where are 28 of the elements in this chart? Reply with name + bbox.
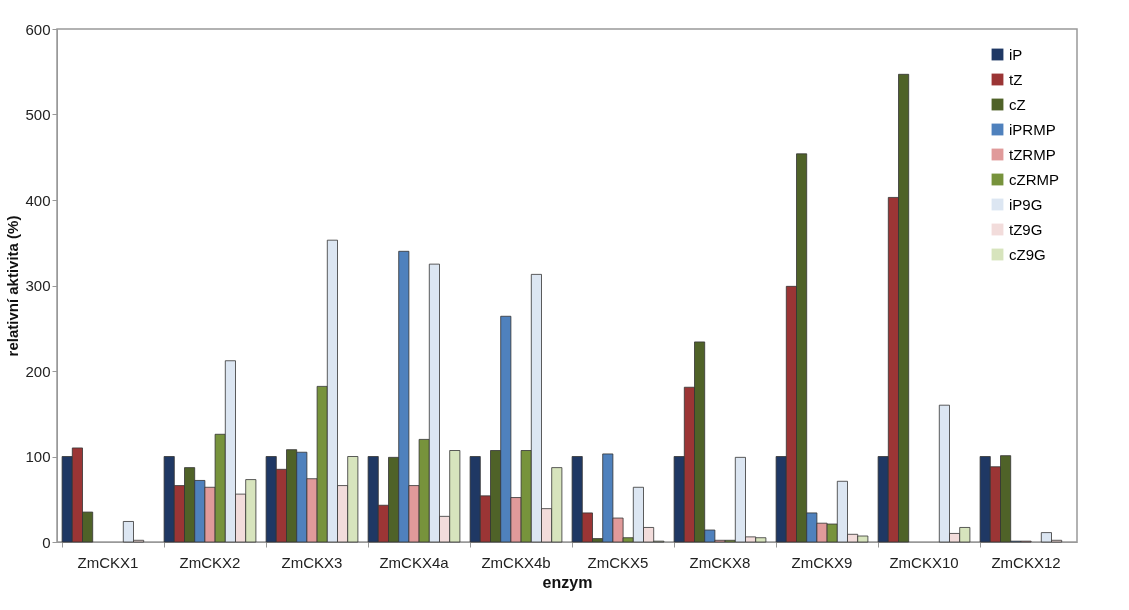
legend-label: cZRMP [1009,170,1059,188]
legend-label: tZ9G [1009,220,1043,238]
y-tick-label: 400 [25,191,51,209]
x-tick-label: ZmCKX10 [889,553,959,571]
y-tick-label: 500 [25,106,51,123]
y-tick-label: 0 [42,533,51,551]
x-tick-label: ZmCKX2 [179,553,241,571]
x-tick-label: ZmCKX3 [281,553,343,571]
x-tick-label: ZmCKX4a [379,553,450,571]
legend-label: iP9G [1009,195,1043,213]
legend-label: tZ [1009,70,1023,88]
x-tick-label: ZmCKX1 [77,553,139,571]
x-tick-label: ZmCKX12 [991,553,1061,571]
y-tick-label: 200 [25,362,51,380]
legend-label: tZRMP [1009,145,1056,163]
x-tick-label: ZmCKX9 [791,553,853,571]
y-tick-label: 300 [25,277,51,294]
y-tick-label: 100 [25,448,51,465]
x-tick-label: ZmCKX8 [689,553,751,571]
legend-label: iP [1009,45,1023,63]
x-tick-label: ZmCKX5 [587,553,649,571]
legend-label: iPRMP [1009,120,1056,138]
x-axis-title: enzym [542,573,593,591]
legend-label: cZ9G [1009,245,1046,263]
x-tick-label: ZmCKX4b [481,553,551,571]
y-axis-title: relativní aktivita (%) [4,215,22,357]
legend-label: cZ [1009,95,1026,113]
y-tick-label: 600 [25,20,51,38]
